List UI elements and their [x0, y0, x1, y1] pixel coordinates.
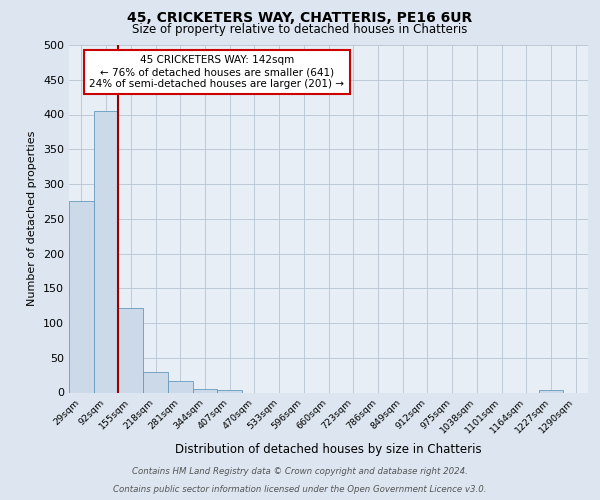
Bar — [118, 308, 143, 392]
Bar — [217, 390, 242, 392]
Bar — [168, 382, 193, 392]
Text: Size of property relative to detached houses in Chatteris: Size of property relative to detached ho… — [133, 22, 467, 36]
X-axis label: Distribution of detached houses by size in Chatteris: Distribution of detached houses by size … — [175, 444, 482, 456]
Text: 45 CRICKETERS WAY: 142sqm
← 76% of detached houses are smaller (641)
24% of semi: 45 CRICKETERS WAY: 142sqm ← 76% of detac… — [89, 56, 344, 88]
Text: Contains HM Land Registry data © Crown copyright and database right 2024.: Contains HM Land Registry data © Crown c… — [132, 467, 468, 476]
Bar — [94, 111, 118, 392]
Y-axis label: Number of detached properties: Number of detached properties — [28, 131, 37, 306]
Bar — [539, 390, 563, 392]
Bar — [143, 372, 168, 392]
Bar — [69, 202, 94, 392]
Text: 45, CRICKETERS WAY, CHATTERIS, PE16 6UR: 45, CRICKETERS WAY, CHATTERIS, PE16 6UR — [127, 12, 473, 26]
Bar — [193, 389, 217, 392]
Text: Contains public sector information licensed under the Open Government Licence v3: Contains public sector information licen… — [113, 485, 487, 494]
